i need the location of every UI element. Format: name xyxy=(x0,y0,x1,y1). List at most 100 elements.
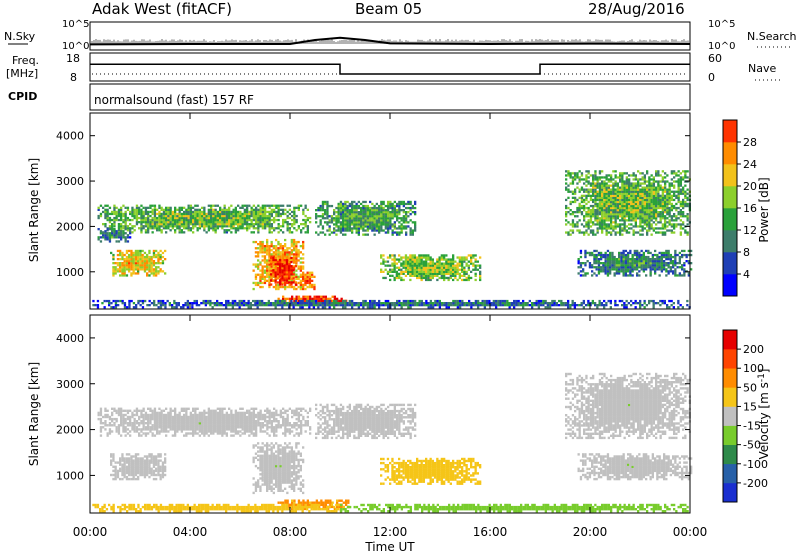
heatmap-cell xyxy=(625,184,628,187)
heatmap-cell xyxy=(286,221,289,224)
heatmap-cell xyxy=(593,258,596,261)
heatmap-cell xyxy=(605,217,608,220)
heatmap-cell xyxy=(643,176,646,179)
heatmap-cell xyxy=(198,227,201,230)
heatmap-cell xyxy=(207,216,210,220)
heatmap-cell xyxy=(273,216,276,220)
heatmap-cell xyxy=(683,262,686,265)
heatmap-cell xyxy=(587,209,590,212)
heatmap-cell xyxy=(648,227,651,230)
heatmap-cell xyxy=(393,278,396,282)
heatmap-cell xyxy=(663,264,666,267)
heatmap-cell xyxy=(165,227,168,230)
heatmap-cell xyxy=(223,231,226,234)
heatmap-cell xyxy=(639,221,642,224)
heatmap-cell xyxy=(664,190,667,193)
heatmap-cell xyxy=(119,262,122,265)
heatmap-cell xyxy=(324,217,327,220)
heatmap-cell xyxy=(389,254,392,257)
heatmap-cell xyxy=(668,202,671,206)
heatmap-cell xyxy=(312,304,315,307)
heatmap-cell xyxy=(642,270,645,273)
heatmap-cell xyxy=(353,227,356,230)
heatmap-cell xyxy=(230,210,233,214)
heatmap-cell xyxy=(614,215,617,218)
heatmap-cell xyxy=(293,253,296,256)
heatmap-cell xyxy=(609,251,612,255)
heatmap-cell xyxy=(165,212,168,216)
heatmap-cell xyxy=(668,206,671,210)
heatmap-cell xyxy=(378,231,381,234)
heatmap-cell xyxy=(184,302,187,305)
heatmap-cell xyxy=(623,204,626,208)
heatmap-cell xyxy=(605,225,608,228)
heatmap-cell xyxy=(409,231,412,234)
heatmap-cell xyxy=(344,227,347,230)
heatmap-cell xyxy=(622,262,625,265)
heatmap-cell xyxy=(335,215,338,218)
heatmap-cell xyxy=(398,233,401,236)
heatmap-cell xyxy=(353,206,356,210)
heatmap-cell xyxy=(102,206,105,209)
heatmap-cell xyxy=(259,285,262,289)
heatmap-cell xyxy=(634,200,637,204)
heatmap-cell xyxy=(309,295,312,298)
heatmap-cell xyxy=(418,254,421,257)
heatmap-cell xyxy=(627,260,630,263)
heatmap-cell xyxy=(335,219,338,222)
heatmap-cell xyxy=(606,264,610,267)
heatmap-cell xyxy=(667,262,670,265)
heatmap-cell xyxy=(621,194,624,197)
heatmap-cell xyxy=(126,306,129,309)
heatmap-cell xyxy=(576,176,579,179)
heatmap-cell xyxy=(579,251,583,255)
heatmap-cell xyxy=(651,260,654,263)
heatmap-cell xyxy=(375,229,378,232)
heatmap-cell xyxy=(418,260,421,263)
heatmap-cell xyxy=(194,204,197,207)
heatmap-cell xyxy=(673,227,676,230)
heatmap-cell xyxy=(297,255,300,258)
heatmap-cell xyxy=(330,219,334,222)
heatmap-cell xyxy=(607,196,610,199)
heatmap-cell xyxy=(594,174,597,177)
heatmap-cell xyxy=(634,182,637,185)
heatmap-cell xyxy=(371,217,374,220)
heatmap-cell xyxy=(302,297,305,300)
heatmap-cell xyxy=(178,225,181,228)
heatmap-cell xyxy=(149,206,152,209)
heatmap-cell xyxy=(595,253,598,257)
heatmap-cell xyxy=(443,266,446,269)
heatmap-cell xyxy=(122,232,125,235)
heatmap-cell xyxy=(285,273,289,276)
heatmap-cell xyxy=(121,253,124,257)
heatmap-cell xyxy=(369,217,372,220)
heatmap-cell xyxy=(676,262,679,265)
heatmap-cell xyxy=(174,229,177,232)
heatmap-cell xyxy=(402,256,405,259)
heatmap-cell xyxy=(183,206,186,209)
heatmap-cell xyxy=(664,231,667,234)
heatmap-cell xyxy=(294,260,298,264)
heatmap-cell xyxy=(605,184,608,187)
heatmap-cell xyxy=(178,221,181,224)
heatmap-cell xyxy=(429,278,432,282)
heatmap-cell xyxy=(611,255,614,259)
heatmap-cell xyxy=(619,192,622,195)
heatmap-cell xyxy=(282,295,285,298)
heatmap-cell xyxy=(202,302,205,305)
heatmap-cell xyxy=(648,200,651,204)
heatmap-cell xyxy=(567,170,570,173)
heatmap-cell xyxy=(171,223,174,226)
heatmap-cell xyxy=(425,254,428,257)
heatmap-cell xyxy=(642,258,645,261)
heatmap-cell xyxy=(259,251,262,254)
heatmap-cell xyxy=(391,213,394,216)
heatmap-cell xyxy=(201,216,204,220)
heatmap-cell xyxy=(254,255,258,258)
heatmap-cell xyxy=(603,198,606,202)
heatmap-cell xyxy=(582,270,585,273)
heatmap-cell xyxy=(99,232,103,235)
heatmap-cell xyxy=(678,262,681,265)
heatmap-cell xyxy=(257,221,260,224)
